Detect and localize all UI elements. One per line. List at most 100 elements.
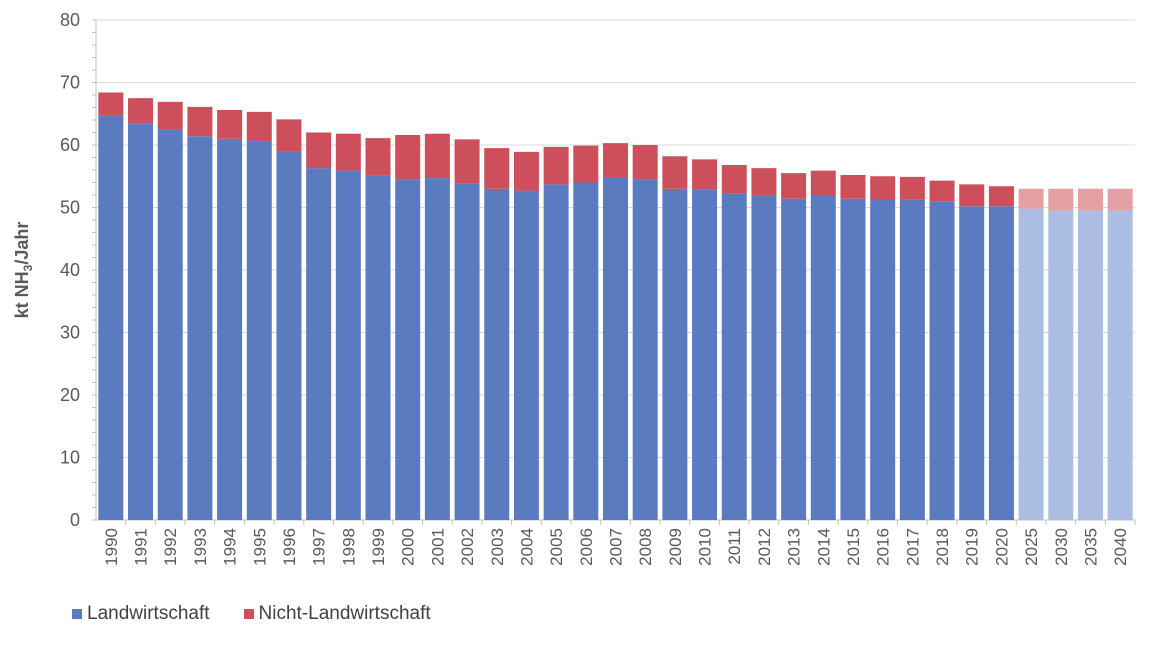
bar-landwirtschaft-1997 (306, 168, 332, 520)
legend-item-landwirtschaft: Landwirtschaft (72, 603, 210, 625)
x-tick-label: 2003 (488, 528, 507, 566)
bar-landwirtschaft-2005 (543, 184, 569, 520)
bar-landwirtschaft-2011 (721, 193, 747, 520)
bar-nicht-landwirtschaft-2000 (395, 135, 421, 180)
bar-nicht-landwirtschaft-1995 (246, 111, 272, 142)
x-tick-label: 2004 (517, 528, 536, 566)
bar-nicht-landwirtschaft-1993 (187, 106, 213, 137)
x-tick-label: 2002 (458, 528, 477, 566)
x-tick-label: 2017 (903, 528, 922, 566)
y-tick-label: 50 (60, 198, 80, 218)
bar-nicht-landwirtschaft-2010 (692, 159, 718, 190)
bar-nicht-landwirtschaft-2006 (573, 145, 599, 183)
x-tick-label: 2018 (933, 528, 952, 566)
bar-nicht-landwirtschaft-2011 (721, 165, 747, 194)
bar-nicht-landwirtschaft-2018 (929, 180, 955, 202)
bar-landwirtschaft-2014 (810, 195, 836, 520)
x-tick-label: 2019 (963, 528, 982, 566)
legend: Landwirtschaft Nicht-Landwirtschaft (72, 603, 431, 625)
x-tick-label: 2035 (1081, 528, 1100, 566)
bar-landwirtschaft-2003 (484, 188, 510, 520)
bar-nicht-landwirtschaft-2017 (899, 176, 925, 200)
bar-landwirtschaft-2040 (1107, 210, 1133, 520)
x-tick-label: 2016 (874, 528, 893, 566)
bar-nicht-landwirtschaft-2004 (513, 151, 539, 191)
x-tick-label: 2007 (607, 528, 626, 566)
bar-landwirtschaft-2012 (751, 195, 777, 520)
y-axis-label: kt NH3/Jahr (12, 222, 35, 319)
y-tick-label: 40 (60, 260, 80, 280)
x-tick-label: 2008 (636, 528, 655, 566)
bar-nicht-landwirtschaft-2025 (1018, 188, 1044, 209)
bar-landwirtschaft-1993 (187, 136, 213, 520)
x-tick-label: 2012 (755, 528, 774, 566)
bar-landwirtschaft-1996 (276, 151, 302, 520)
bar-nicht-landwirtschaft-2035 (1077, 188, 1103, 211)
bar-nicht-landwirtschaft-2002 (454, 139, 480, 184)
bar-nicht-landwirtschaft-2007 (603, 143, 628, 178)
bar-nicht-landwirtschaft-2020 (988, 186, 1014, 207)
bar-landwirtschaft-2025 (1018, 208, 1044, 520)
bar-landwirtschaft-2013 (781, 198, 807, 520)
bar-landwirtschaft-2020 (988, 206, 1014, 520)
bar-landwirtschaft-1995 (246, 141, 272, 520)
legend-label-nicht-landwirtschaft: Nicht-Landwirtschaft (258, 603, 431, 624)
legend-swatch-nicht-landwirtschaft (243, 609, 254, 619)
bar-nicht-landwirtschaft-2030 (1048, 188, 1074, 211)
bar-landwirtschaft-2019 (959, 206, 985, 520)
bar-landwirtschaft-1999 (365, 175, 391, 520)
x-tick-label: 1998 (339, 528, 358, 566)
x-tick-label: 1991 (132, 528, 151, 566)
bar-nicht-landwirtschaft-2005 (543, 146, 569, 185)
bar-landwirtschaft-1991 (128, 123, 154, 520)
bar-landwirtschaft-2001 (424, 178, 450, 520)
bar-landwirtschaft-2010 (692, 189, 718, 520)
y-tick-label: 80 (60, 10, 80, 30)
bar-nicht-landwirtschaft-2001 (424, 133, 450, 179)
bar-landwirtschaft-1990 (98, 115, 124, 520)
y-tick-label: 70 (60, 73, 80, 93)
x-tick-label: 2015 (844, 528, 863, 566)
x-tick-label: 1992 (161, 528, 180, 566)
bar-nicht-landwirtschaft-1992 (157, 101, 183, 130)
bar-landwirtschaft-1992 (157, 129, 183, 520)
bar-nicht-landwirtschaft-2003 (484, 148, 510, 189)
x-tick-label: 2040 (1111, 528, 1130, 566)
bar-nicht-landwirtschaft-1994 (217, 110, 243, 139)
bar-landwirtschaft-1994 (217, 138, 243, 520)
bar-nicht-landwirtschaft-2014 (810, 170, 836, 195)
bar-landwirtschaft-2017 (899, 199, 925, 520)
x-tick-label: 2025 (1022, 528, 1041, 566)
x-tick-label: 2009 (666, 528, 685, 566)
x-tick-label: 1995 (250, 528, 269, 566)
bar-landwirtschaft-2008 (632, 179, 658, 520)
x-tick-label: 1994 (221, 528, 240, 566)
bar-nicht-landwirtschaft-1999 (365, 138, 391, 176)
x-tick-label: 2011 (725, 528, 744, 565)
bar-nicht-landwirtschaft-2013 (781, 173, 807, 199)
bar-nicht-landwirtschaft-2009 (662, 156, 688, 189)
bar-nicht-landwirtschaft-1997 (306, 132, 332, 169)
bar-nicht-landwirtschaft-1996 (276, 119, 302, 152)
bar-nicht-landwirtschaft-2012 (751, 168, 777, 196)
x-tick-label: 2030 (1052, 528, 1071, 566)
x-tick-label: 2000 (399, 528, 418, 566)
bar-landwirtschaft-1998 (335, 170, 361, 520)
bar-nicht-landwirtschaft-2015 (840, 175, 866, 199)
x-tick-label: 1996 (280, 528, 299, 566)
x-tick-label: 2013 (785, 528, 804, 566)
bar-nicht-landwirtschaft-1991 (128, 98, 154, 124)
x-tick-label: 2020 (992, 528, 1011, 566)
legend-label-landwirtschaft: Landwirtschaft (87, 603, 210, 624)
bar-nicht-landwirtschaft-2016 (870, 176, 896, 200)
x-tick-label: 2005 (547, 528, 566, 566)
x-tick-label: 2001 (428, 528, 447, 566)
x-tick-label: 1999 (369, 528, 388, 566)
y-tick-label: 30 (60, 323, 80, 343)
bar-landwirtschaft-2000 (395, 179, 421, 520)
x-tick-label: 1997 (310, 528, 329, 566)
bar-landwirtschaft-2002 (454, 183, 480, 520)
bar-landwirtschaft-2030 (1048, 210, 1074, 520)
x-tick-label: 1993 (191, 528, 210, 566)
